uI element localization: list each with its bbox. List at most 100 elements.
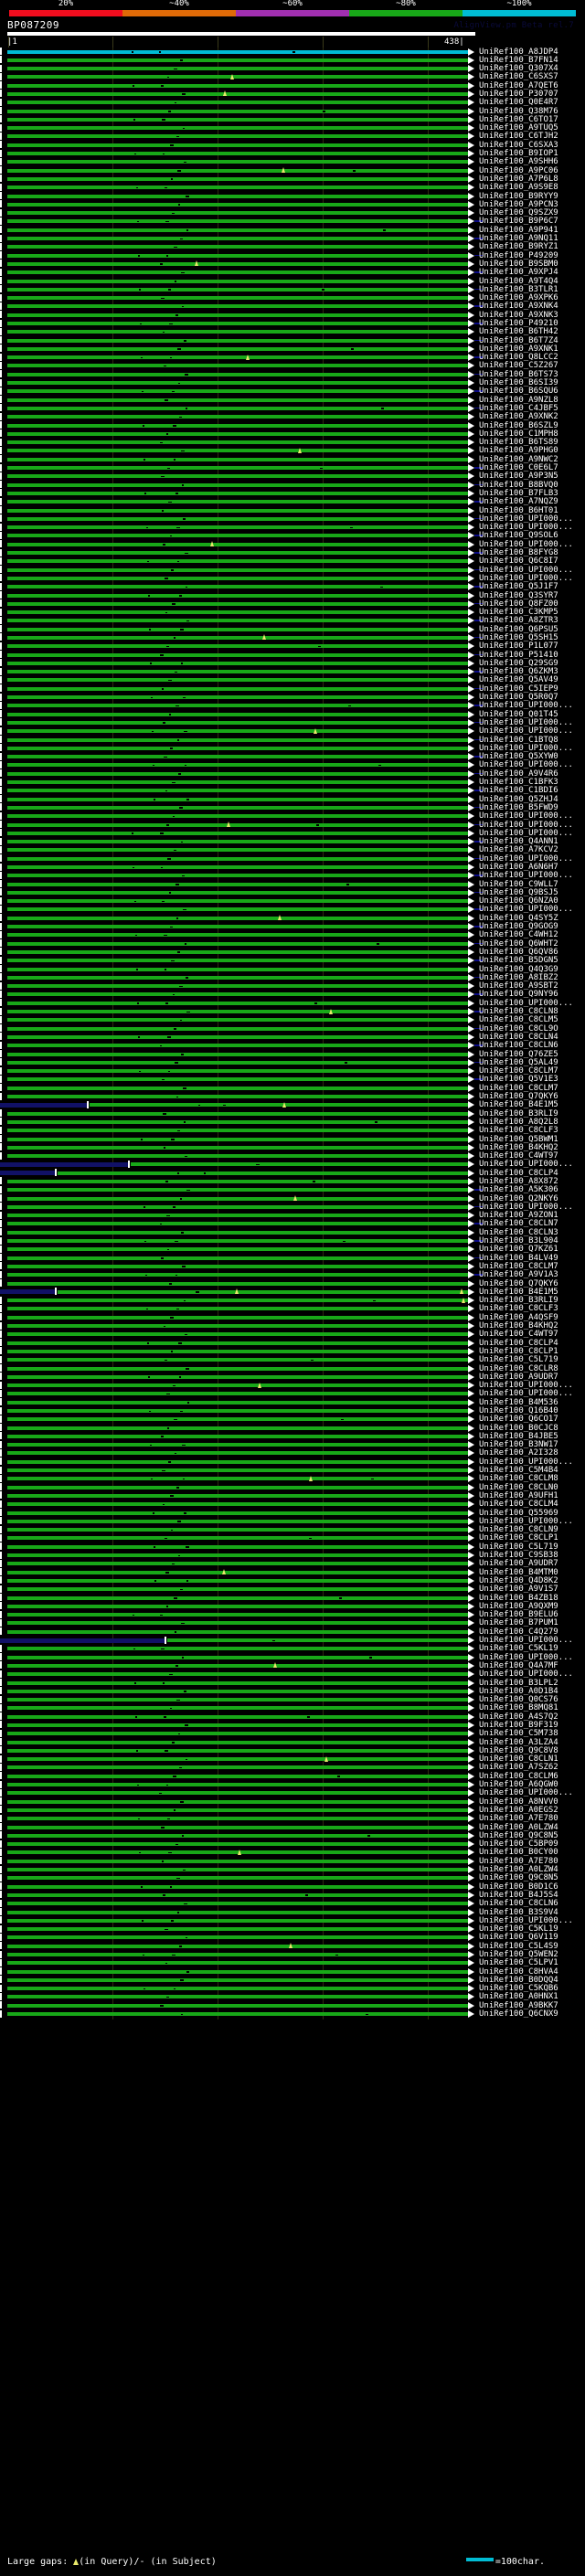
alignment-row[interactable]: UniRef100_B4ZB18	[0, 1594, 585, 1603]
alignment-row[interactable]: UniRef100_UPI000...	[0, 1653, 585, 1662]
row-subject-id[interactable]: UniRef100_C8CLM5	[479, 1015, 558, 1025]
row-subject-id[interactable]: UniRef100_A8X872	[479, 1176, 558, 1186]
alignment-row[interactable]: UniRef100_B4J5S4	[0, 1891, 585, 1900]
alignment-row[interactable]: UniRef100_P51410	[0, 651, 585, 660]
alignment-row[interactable]: UniRef100_A7P6L8	[0, 175, 585, 184]
row-subject-id[interactable]: UniRef100_P1L077	[479, 641, 558, 652]
row-subject-id[interactable]: UniRef100_A9NQ11	[479, 234, 558, 244]
alignment-row[interactable]: UniRef100_A7NQZ9	[0, 497, 585, 507]
alignment-row[interactable]: UniRef100_Q4Q3G9	[0, 965, 585, 974]
row-subject-id[interactable]: UniRef100_Q9GOG9	[479, 922, 558, 932]
alignment-row[interactable]: UniRef100_Q9SZX9	[0, 208, 585, 217]
alignment-row[interactable]: UniRef100_A9SHH6	[0, 157, 585, 166]
alignment-row[interactable]: UniRef100_UPI000...	[0, 1916, 585, 1925]
row-subject-id[interactable]: UniRef100_Q9NY96	[479, 990, 558, 1000]
alignment-row[interactable]: UniRef100_A9T4Q4	[0, 277, 585, 286]
alignment-row[interactable]: UniRef100_C1BDI6	[0, 786, 585, 795]
row-subject-id[interactable]: UniRef100_P49210	[479, 319, 558, 328]
alignment-row[interactable]: UniRef100_UPI000...	[0, 1670, 585, 1679]
row-subject-id[interactable]: UniRef100_A7E780	[479, 1814, 558, 1824]
alignment-row[interactable]: UniRef100_B9P6C7	[0, 217, 585, 226]
alignment-row[interactable]: UniRef100_C5BP09	[0, 1839, 585, 1849]
row-subject-id[interactable]: UniRef100_C8CLP4	[479, 1168, 558, 1178]
alignment-row[interactable]: UniRef100_C8CLN6	[0, 1899, 585, 1908]
row-subject-id[interactable]: UniRef100_B6SZL9	[479, 420, 558, 430]
alignment-row[interactable]: UniRef100_C5IEP9	[0, 684, 585, 694]
alignment-row[interactable]: UniRef100_B6TS89	[0, 438, 585, 447]
alignment-row[interactable]: UniRef100_C5KL19	[0, 1644, 585, 1653]
alignment-row[interactable]: UniRef100_A9XNK4	[0, 302, 585, 311]
row-subject-id[interactable]: UniRef100_B4KHQ2	[479, 1321, 558, 1331]
row-subject-id[interactable]: UniRef100_B6TH42	[479, 327, 558, 337]
alignment-row[interactable]: UniRef100_A9PHG0	[0, 446, 585, 455]
alignment-row[interactable]: UniRef100_B0CJC8	[0, 1423, 585, 1433]
alignment-row[interactable]: UniRef100_Q4D8K2	[0, 1576, 585, 1585]
row-subject-id[interactable]: UniRef100_A9BKK7	[479, 2000, 558, 2010]
row-subject-id[interactable]: UniRef100_P30707	[479, 89, 558, 99]
row-subject-id[interactable]: UniRef100_B3NW17	[479, 1440, 558, 1450]
row-subject-id[interactable]: UniRef100_C8CLF3	[479, 1126, 558, 1136]
row-subject-id[interactable]: UniRef100_C4WT97	[479, 1330, 558, 1340]
row-subject-id[interactable]: UniRef100_C1BFK3	[479, 778, 558, 788]
alignment-row[interactable]: UniRef100_Q55969	[0, 1509, 585, 1518]
row-subject-id[interactable]: UniRef100_B4KHQ2	[479, 1142, 558, 1152]
alignment-row[interactable]: UniRef100_B0D1C6	[0, 1882, 585, 1892]
row-subject-id[interactable]: UniRef100_UPI000...	[479, 905, 573, 915]
row-subject-id[interactable]: UniRef100_C8CL9O	[479, 1023, 558, 1034]
row-subject-id[interactable]: UniRef100_B9ELU6	[479, 1610, 558, 1620]
alignment-row[interactable]: UniRef100_A0D1B4	[0, 1687, 585, 1696]
alignment-row[interactable]: UniRef100_B9F319	[0, 1721, 585, 1730]
alignment-row[interactable]: UniRef100_Q4A7MF	[0, 1661, 585, 1670]
alignment-row[interactable]: UniRef100_Q7QKY6	[0, 1279, 585, 1288]
row-subject-id[interactable]: UniRef100_B5DGN5	[479, 956, 558, 966]
alignment-row[interactable]: UniRef100_C5M4B4	[0, 1466, 585, 1475]
alignment-row[interactable]: UniRef100_A9UFH1	[0, 1491, 585, 1500]
row-subject-id[interactable]: UniRef100_Q8FZ00	[479, 599, 558, 609]
alignment-row[interactable]: UniRef100_B4KHQ2	[0, 1142, 585, 1152]
alignment-row[interactable]: UniRef100_UPI000...	[0, 760, 585, 769]
alignment-row[interactable]: UniRef100_A9P3N5	[0, 472, 585, 481]
row-subject-id[interactable]: UniRef100_B7PUM1	[479, 1618, 558, 1628]
row-subject-id[interactable]: UniRef100_C6SXA3	[479, 140, 558, 150]
alignment-row[interactable]: UniRef100_A4S7Q2	[0, 1712, 585, 1722]
alignment-row[interactable]: UniRef100_Q4SY5Z	[0, 914, 585, 923]
alignment-row[interactable]: UniRef100_P49209	[0, 251, 585, 260]
alignment-row[interactable]: UniRef100_C5LPV1	[0, 1958, 585, 1967]
row-subject-id[interactable]: UniRef100_B0DQQ4	[479, 1975, 558, 1985]
row-subject-id[interactable]: UniRef100_A7NQZ9	[479, 497, 558, 507]
alignment-row[interactable]: UniRef100_B6TS73	[0, 370, 585, 379]
row-subject-id[interactable]: UniRef100_C4Q279	[479, 1627, 558, 1637]
row-subject-id[interactable]: UniRef100_B8FYG8	[479, 548, 558, 558]
row-subject-id[interactable]: UniRef100_Q76ZE5	[479, 1049, 558, 1059]
row-subject-id[interactable]: UniRef100_A9UFH1	[479, 1490, 558, 1500]
alignment-row[interactable]: UniRef100_C1BTQ8	[0, 736, 585, 745]
row-subject-id[interactable]: UniRef100_A7KCV2	[479, 845, 558, 855]
alignment-row[interactable]: UniRef100_Q76ZE5	[0, 1049, 585, 1059]
row-subject-id[interactable]: UniRef100_B0CJC8	[479, 1423, 558, 1433]
alignment-row[interactable]: UniRef100_B4KHQ2	[0, 1321, 585, 1331]
alignment-row[interactable]: UniRef100_A9V1S7	[0, 1585, 585, 1594]
alignment-row[interactable]: UniRef100_C8CLM5	[0, 1015, 585, 1025]
row-subject-id[interactable]: UniRef100_A7E780	[479, 1856, 558, 1866]
alignment-row[interactable]: UniRef100_C5L4S9	[0, 1942, 585, 1951]
row-subject-id[interactable]: UniRef100_A0LZW4	[479, 1865, 558, 1875]
alignment-row[interactable]: UniRef100_A9S9E8	[0, 183, 585, 192]
alignment-row[interactable]: UniRef100_C8CLN6	[0, 1041, 585, 1050]
row-subject-id[interactable]: UniRef100_UPI000...	[479, 717, 573, 727]
alignment-row[interactable]: UniRef100_UPI000...	[0, 1381, 585, 1390]
row-subject-id[interactable]: UniRef100_C5L719	[479, 1355, 558, 1365]
alignment-row[interactable]: UniRef100_C6TO17	[0, 115, 585, 124]
alignment-row[interactable]: UniRef100_B6SQU6	[0, 387, 585, 396]
row-subject-id[interactable]: UniRef100_UPI000...	[479, 1670, 573, 1680]
row-subject-id[interactable]: UniRef100_C3KMP5	[479, 608, 558, 618]
alignment-row[interactable]: UniRef100_C5L719	[0, 1542, 585, 1552]
alignment-row[interactable]: UniRef100_UPI000...	[0, 523, 585, 532]
alignment-row[interactable]: UniRef100_B3RLI9	[0, 1296, 585, 1305]
alignment-row[interactable]: UniRef100_B4E1M5	[0, 1100, 585, 1109]
row-subject-id[interactable]: UniRef100_Q6C8I7	[479, 557, 558, 567]
alignment-row[interactable]: UniRef100_C8CLP1	[0, 1347, 585, 1356]
alignment-row[interactable]: UniRef100_A3LZA4	[0, 1738, 585, 1747]
alignment-row[interactable]: UniRef100_B6SZL9	[0, 420, 585, 430]
alignment-row[interactable]: UniRef100_A7E780	[0, 1814, 585, 1824]
alignment-row[interactable]: UniRef100_A8ZTR3	[0, 616, 585, 625]
